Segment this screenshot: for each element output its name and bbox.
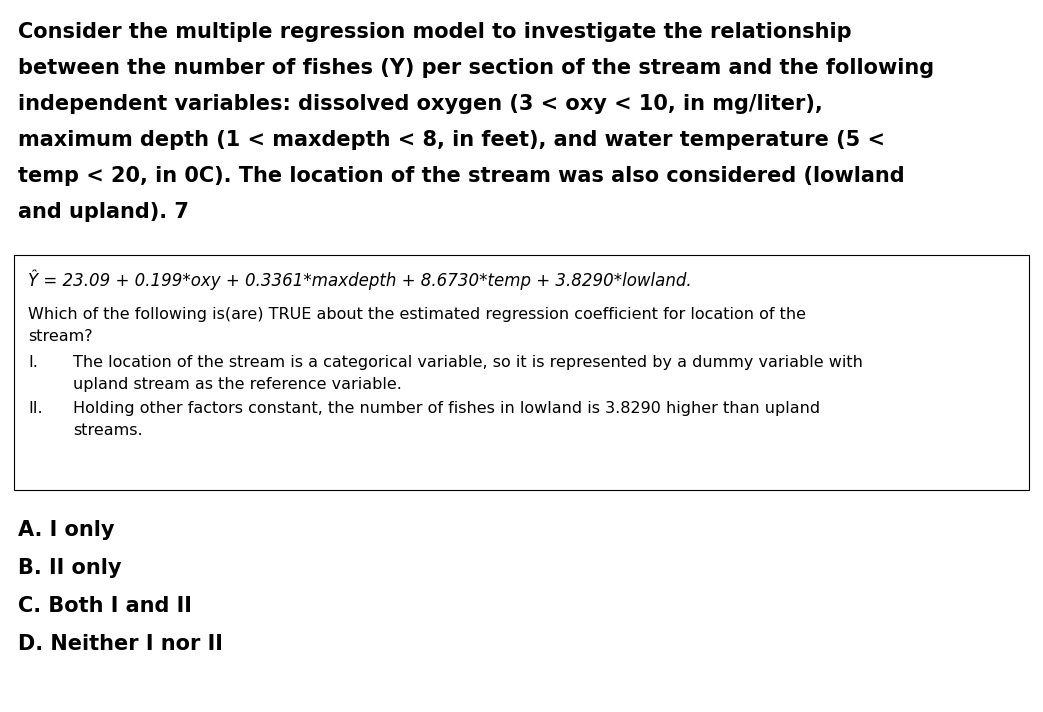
Text: I.: I. — [28, 355, 38, 370]
Text: maximum depth (1 < maxdepth < 8, in feet), and water temperature (5 <: maximum depth (1 < maxdepth < 8, in feet… — [18, 130, 886, 150]
Text: II.: II. — [28, 401, 43, 416]
Text: and upland). 7: and upland). 7 — [18, 202, 189, 222]
Text: B. II only: B. II only — [18, 558, 121, 578]
Text: Consider the multiple regression model to investigate the relationship: Consider the multiple regression model t… — [18, 22, 852, 42]
Text: C. Both I and II: C. Both I and II — [18, 596, 192, 616]
Text: Holding other factors constant, the number of fishes in lowland is 3.8290 higher: Holding other factors constant, the numb… — [73, 401, 820, 416]
Text: A. I only: A. I only — [18, 520, 115, 540]
Text: Which of the following is(are) TRUE about the estimated regression coefficient f: Which of the following is(are) TRUE abou… — [28, 307, 806, 322]
Text: stream?: stream? — [28, 329, 93, 344]
Text: temp < 20, in 0C). The location of the stream was also considered (lowland: temp < 20, in 0C). The location of the s… — [18, 166, 904, 186]
Text: D. Neither I nor II: D. Neither I nor II — [18, 634, 223, 654]
Text: between the number of fishes (Y) per section of the stream and the following: between the number of fishes (Y) per sec… — [18, 58, 935, 78]
Text: The location of the stream is a categorical variable, so it is represented by a : The location of the stream is a categori… — [73, 355, 863, 370]
Text: independent variables: dissolved oxygen (3 < oxy < 10, in mg/liter),: independent variables: dissolved oxygen … — [18, 94, 823, 114]
Bar — [14, 255, 1029, 490]
Text: Ŷ = 23.09 + 0.199*oxy + 0.3361*maxdepth + 8.6730*temp + 3.8290*lowland.: Ŷ = 23.09 + 0.199*oxy + 0.3361*maxdepth … — [28, 269, 692, 290]
Text: streams.: streams. — [73, 423, 143, 438]
Text: upland stream as the reference variable.: upland stream as the reference variable. — [73, 377, 402, 392]
